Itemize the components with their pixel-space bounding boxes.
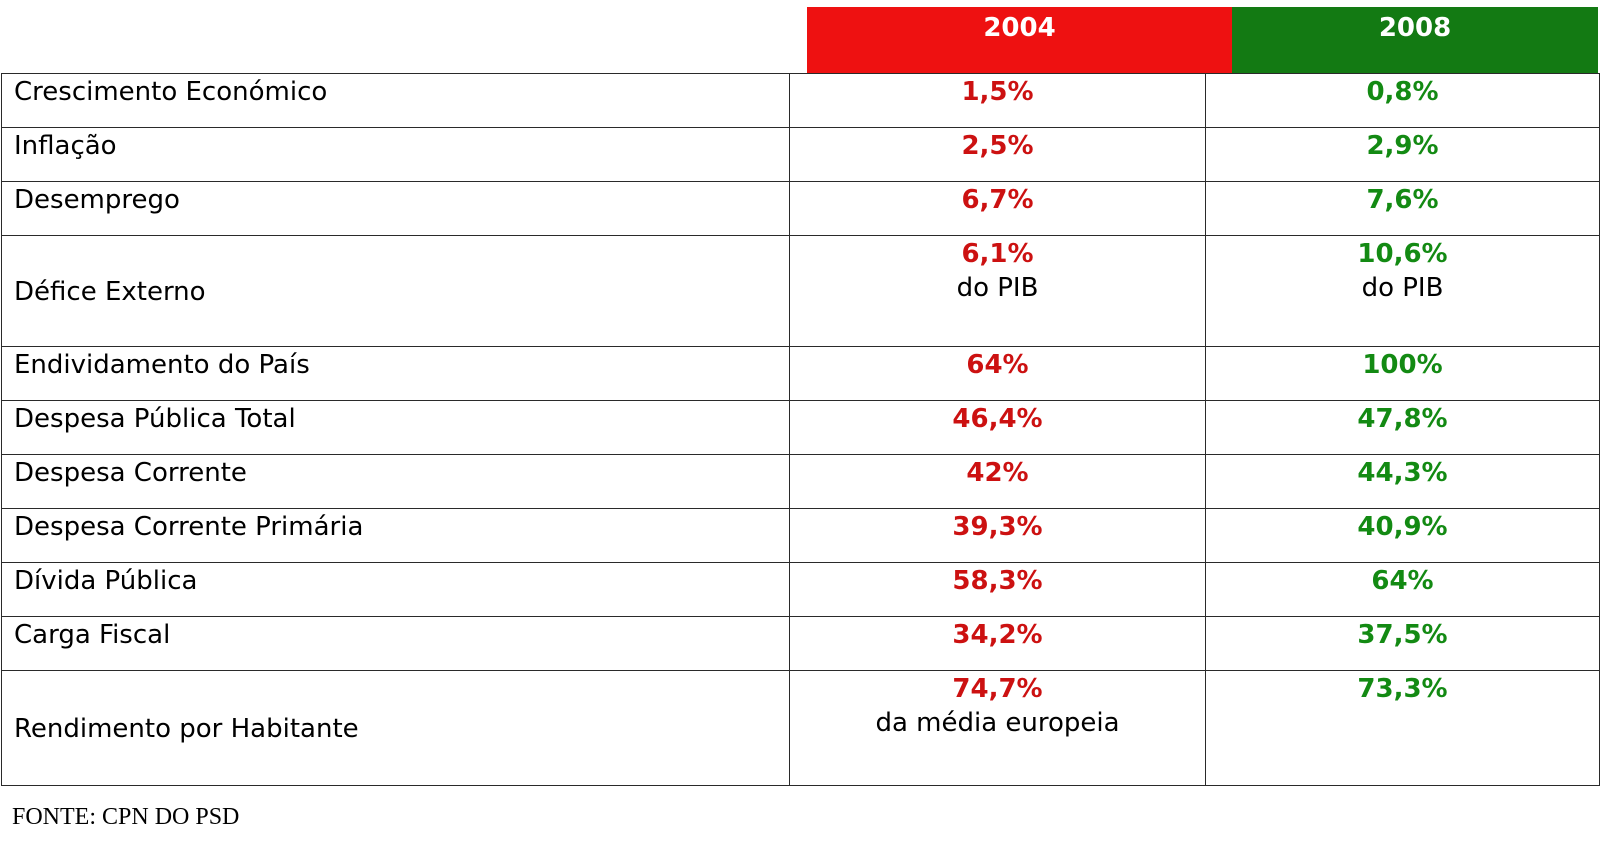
table-row: Despesa Pública Total 46,4% 47,8% [1, 400, 1600, 455]
value-2008: 2,9% [1366, 131, 1439, 161]
value-2004: 74,7% [952, 674, 1043, 704]
value-2008: 37,5% [1357, 620, 1448, 650]
table-row: Despesa Corrente 42% 44,3% [1, 454, 1600, 509]
table-row: Défice Externo 6,1% do PIB 10,6% do PIB [1, 235, 1600, 347]
row-label: Défice Externo [1, 235, 790, 347]
value-2008-cell: 44,3% [1205, 454, 1600, 509]
row-label: Desemprego [1, 181, 790, 236]
value-2004-cell: 2,5% [789, 127, 1206, 182]
indicators-table: Crescimento Económico 1,5% 0,8% Inflação… [1, 73, 1600, 786]
table-row: Inflação 2,5% 2,9% [1, 127, 1600, 182]
row-label: Dívida Pública [1, 562, 790, 617]
table-row: Crescimento Económico 1,5% 0,8% [1, 73, 1600, 128]
value-2008: 10,6% [1357, 239, 1448, 269]
table-row: Carga Fiscal 34,2% 37,5% [1, 616, 1600, 671]
row-label: Crescimento Económico [1, 73, 790, 128]
value-2008-cell: 64% [1205, 562, 1600, 617]
value-2004: 39,3% [952, 512, 1043, 542]
value-2004-cell: 46,4% [789, 400, 1206, 455]
value-2004-cell: 1,5% [789, 73, 1206, 128]
value-2008-cell: 10,6% do PIB [1205, 235, 1600, 347]
value-2008-note: do PIB [1361, 273, 1444, 303]
value-2004: 6,1% [961, 239, 1034, 269]
table-row: Rendimento por Habitante 74,7% da média … [1, 670, 1600, 786]
value-2008-cell: 47,8% [1205, 400, 1600, 455]
column-header-2004: 2004 [807, 7, 1232, 73]
value-2004: 6,7% [961, 185, 1034, 215]
value-2004: 2,5% [961, 131, 1034, 161]
value-2008-cell: 7,6% [1205, 181, 1600, 236]
table-row: Dívida Pública 58,3% 64% [1, 562, 1600, 617]
value-2008: 47,8% [1357, 404, 1448, 434]
column-header-2008: 2008 [1232, 7, 1598, 73]
value-2004-note: do PIB [956, 273, 1039, 303]
table-row: Desemprego 6,7% 7,6% [1, 181, 1600, 236]
value-2004-cell: 6,1% do PIB [789, 235, 1206, 347]
value-2004-note: da média europeia [875, 708, 1120, 738]
value-2004-cell: 42% [789, 454, 1206, 509]
source-note: FONTE: CPN DO PSD [12, 804, 240, 830]
row-label: Endividamento do País [1, 346, 790, 401]
value-2004: 1,5% [961, 77, 1034, 107]
value-2008: 64% [1371, 566, 1434, 596]
row-label: Despesa Corrente [1, 454, 790, 509]
value-2004: 64% [966, 350, 1029, 380]
value-2004-cell: 39,3% [789, 508, 1206, 563]
value-2004: 34,2% [952, 620, 1043, 650]
value-2004: 58,3% [952, 566, 1043, 596]
table-row: Endividamento do País 64% 100% [1, 346, 1600, 401]
value-2004: 46,4% [952, 404, 1043, 434]
row-label: Rendimento por Habitante [1, 670, 790, 786]
value-2004: 42% [966, 458, 1029, 488]
value-2008-cell: 40,9% [1205, 508, 1600, 563]
value-2008-cell: 73,3% [1205, 670, 1600, 786]
value-2004-cell: 58,3% [789, 562, 1206, 617]
value-2008-cell: 37,5% [1205, 616, 1600, 671]
row-label: Despesa Pública Total [1, 400, 790, 455]
row-label: Inflação [1, 127, 790, 182]
value-2004-cell: 64% [789, 346, 1206, 401]
value-2008-cell: 0,8% [1205, 73, 1600, 128]
value-2008: 40,9% [1357, 512, 1448, 542]
value-2008: 7,6% [1366, 185, 1439, 215]
table-row: Despesa Corrente Primária 39,3% 40,9% [1, 508, 1600, 563]
row-label: Despesa Corrente Primária [1, 508, 790, 563]
value-2004-cell: 74,7% da média europeia [789, 670, 1206, 786]
value-2008-cell: 2,9% [1205, 127, 1600, 182]
value-2008: 100% [1362, 350, 1443, 380]
value-2008: 44,3% [1357, 458, 1448, 488]
value-2004-cell: 34,2% [789, 616, 1206, 671]
value-2008-cell: 100% [1205, 346, 1600, 401]
row-label: Carga Fiscal [1, 616, 790, 671]
value-2008: 73,3% [1357, 674, 1448, 704]
value-2004-cell: 6,7% [789, 181, 1206, 236]
value-2008: 0,8% [1366, 77, 1439, 107]
